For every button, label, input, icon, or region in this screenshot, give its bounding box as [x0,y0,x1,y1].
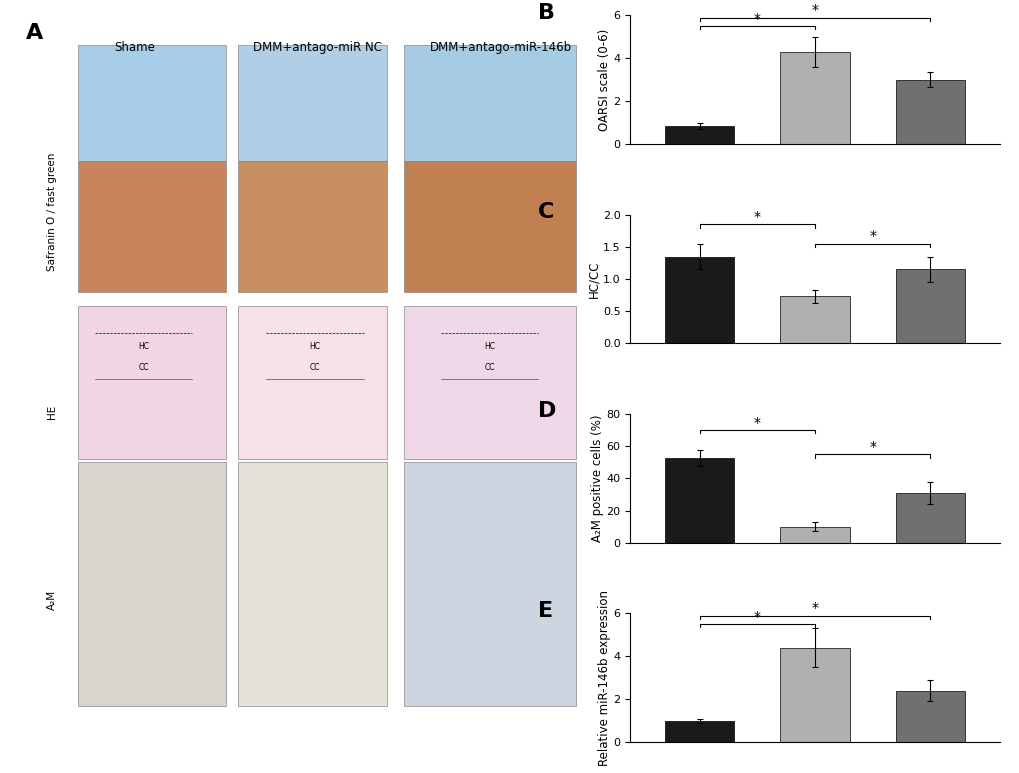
Text: Safranin O / fast green: Safranin O / fast green [47,152,57,271]
Text: *: * [753,209,760,224]
Bar [404,306,575,458]
Text: A: A [26,22,44,43]
Text: HC: HC [310,342,320,351]
Text: HE: HE [47,404,57,419]
Text: *: * [811,601,817,615]
Text: DMM+antago-miR-146b: DMM+antago-miR-146b [430,41,572,54]
Text: C: C [538,202,554,222]
Bar [237,161,386,291]
Bar [404,161,575,291]
Bar [237,462,386,706]
Bar [780,648,849,742]
Text: *: * [753,12,760,26]
Text: *: * [811,3,817,17]
Y-axis label: Relative miR-146b expression: Relative miR-146b expression [597,590,610,766]
Bar [780,297,849,343]
Text: Shame: Shame [114,41,155,54]
Text: CC: CC [310,363,320,373]
Y-axis label: OARSI scale (0-6): OARSI scale (0-6) [597,29,610,131]
Text: *: * [868,229,875,243]
Bar [237,45,386,161]
Bar [664,257,734,343]
Text: B: B [538,2,554,22]
Text: A₂M: A₂M [47,591,57,611]
Text: CC: CC [138,363,149,373]
Bar [237,306,386,458]
Bar [77,306,226,458]
Bar [895,270,964,343]
Bar [895,80,964,144]
Bar [895,493,964,543]
Y-axis label: A₂M positive cells (%): A₂M positive cells (%) [590,414,603,542]
Text: D: D [538,401,556,421]
Bar [664,126,734,144]
Bar [404,45,575,161]
Bar [77,45,226,161]
Y-axis label: HC/CC: HC/CC [587,261,599,298]
Text: *: * [753,416,760,430]
Bar [664,720,734,742]
Bar [780,526,849,543]
Bar [404,462,575,706]
Text: HC: HC [484,342,494,351]
Bar [77,462,226,706]
Text: HC: HC [138,342,149,351]
Bar [895,690,964,742]
Text: DMM+antago-miR NC: DMM+antago-miR NC [254,41,382,54]
Text: *: * [868,440,875,454]
Text: *: * [753,610,760,624]
Bar [77,161,226,291]
Bar [664,458,734,543]
Text: E: E [538,601,552,621]
Text: CC: CC [484,363,494,373]
Bar [780,52,849,144]
